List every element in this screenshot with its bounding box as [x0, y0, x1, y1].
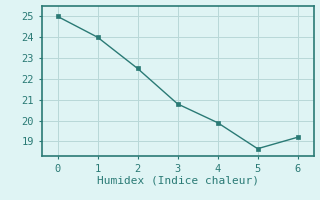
X-axis label: Humidex (Indice chaleur): Humidex (Indice chaleur): [97, 175, 259, 185]
